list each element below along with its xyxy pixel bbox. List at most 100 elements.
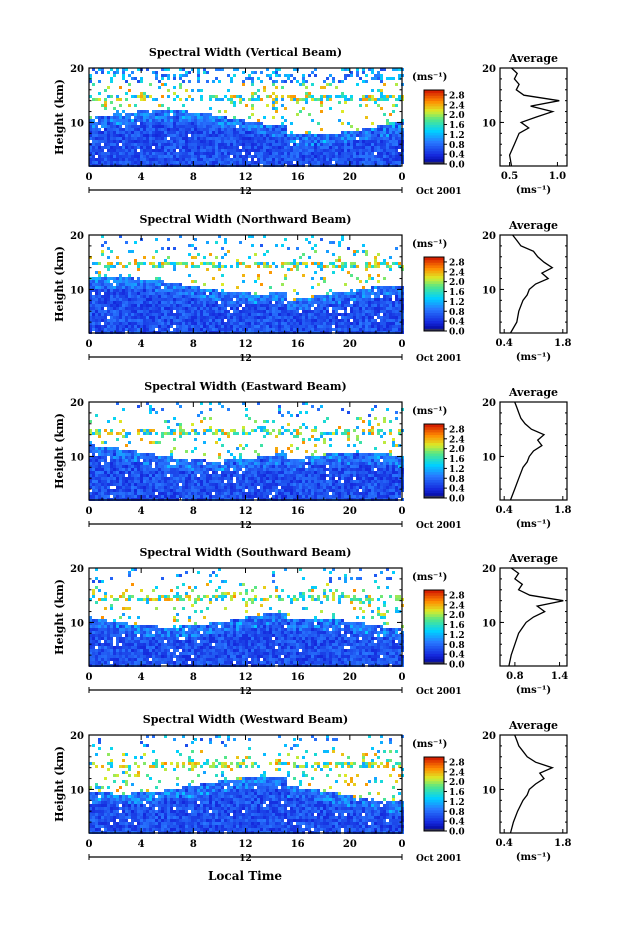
colorbar-swatch xyxy=(424,116,444,120)
colorbar-frame xyxy=(423,256,445,332)
colorbar-tick-label: 0.4 xyxy=(449,485,465,495)
colorbar-swatch xyxy=(424,772,444,776)
colorbar-tick-label: 2.4 xyxy=(449,101,465,111)
y-axis-label: Height (km) xyxy=(53,746,66,822)
colorbar-swatch xyxy=(424,492,444,496)
x-tick-label: 20 xyxy=(343,672,357,683)
profile-frame xyxy=(499,567,568,667)
date-bar-label: 12 xyxy=(239,187,252,197)
x-tick-label: 12 xyxy=(239,506,253,517)
colorbar-swatch xyxy=(424,299,444,303)
colorbar-swatch xyxy=(424,764,444,769)
date-label: Oct 2001 xyxy=(416,687,462,697)
colorbar-swatch xyxy=(424,468,444,473)
y-axis-label: Height (km) xyxy=(53,79,66,155)
colorbar-swatch xyxy=(424,490,444,494)
y-axis-label: Height (km) xyxy=(53,413,66,489)
colorbar-swatch xyxy=(424,825,444,829)
heatmap-cells xyxy=(89,568,404,667)
date-bar-label: 12 xyxy=(239,687,252,697)
colorbar-swatch xyxy=(424,280,444,284)
colorbar-swatch xyxy=(424,608,444,612)
colorbar-swatch xyxy=(424,786,444,790)
colorbar-tick-label: 2.4 xyxy=(449,768,465,778)
colorbar-tick-label: 1.2 xyxy=(449,798,465,808)
colorbar-swatch xyxy=(424,759,444,763)
colorbar-swatch xyxy=(424,767,444,771)
chart-panel-4: Spectral Width (Southward Beam) 10 20 Heigh… xyxy=(53,546,568,697)
colorbar-swatch xyxy=(424,286,444,290)
colorbar-swatch xyxy=(424,148,444,152)
x-tick-label: 0 xyxy=(399,172,406,183)
colorbar-swatch xyxy=(424,642,444,646)
date-label: Oct 2001 xyxy=(416,187,462,197)
colorbar-swatch xyxy=(424,113,444,117)
profile-x-tick-label: 1.8 xyxy=(554,505,571,516)
x-tick-label: 4 xyxy=(138,506,145,517)
colorbar-tick-label: 2.8 xyxy=(449,425,465,435)
colorbar-tick-label: 2.8 xyxy=(449,91,465,101)
colorbar-swatch xyxy=(424,445,444,449)
heatmap-cells xyxy=(89,68,404,167)
colorbar-swatch xyxy=(424,124,444,128)
colorbar-swatch xyxy=(424,455,444,459)
date-bar-label: 12 xyxy=(239,854,252,864)
colorbar-tick-label: 2.0 xyxy=(449,278,465,288)
profile-x-tick-label: 0.4 xyxy=(495,338,512,349)
colorbar-tick-label: 2.8 xyxy=(449,758,465,768)
colorbar-swatch xyxy=(424,442,444,446)
x-tick-label: 0 xyxy=(399,339,406,350)
colorbar-tick-label: 1.2 xyxy=(449,631,465,641)
y-tick-label: 20 xyxy=(70,231,84,242)
colorbar-swatch xyxy=(424,127,444,131)
colorbar-swatch xyxy=(424,262,444,266)
colorbar-swatch xyxy=(424,429,444,433)
x-tick-label: 4 xyxy=(138,339,145,350)
colorbar-swatch xyxy=(424,783,444,787)
x-tick-label: 0 xyxy=(399,672,406,683)
colorbar-swatch xyxy=(424,613,444,617)
heatmap-cells xyxy=(89,735,404,834)
profile-x-unit: (ms⁻¹) xyxy=(516,685,551,696)
colorbar-swatch xyxy=(424,264,444,269)
x-tick-label: 20 xyxy=(343,839,357,850)
profile-frame xyxy=(499,734,568,834)
colorbar-swatch xyxy=(424,778,444,782)
colorbar-tick-label: 0.0 xyxy=(449,828,465,838)
colorbar-swatch xyxy=(424,476,444,480)
colorbar-swatch xyxy=(424,325,444,329)
colorbar-swatch xyxy=(424,637,444,641)
colorbar-swatch xyxy=(424,482,444,486)
x-tick-label: 12 xyxy=(239,172,253,183)
profile-line xyxy=(508,567,564,667)
colorbar-tick-label: 0.8 xyxy=(449,641,465,651)
chart-panel-2: Spectral Width (Northward Beam) 10 20 Heigh… xyxy=(53,213,572,364)
chart-panel-1: Spectral Width (Vertical Beam) 10 20 Height… xyxy=(53,46,568,197)
colorbar-swatch xyxy=(424,259,444,263)
colorbar-swatch xyxy=(424,487,444,491)
colorbar-swatch xyxy=(424,137,444,141)
colorbar-swatch xyxy=(424,592,444,596)
colorbar-tick-label: 0.4 xyxy=(449,151,465,161)
colorbar-frame xyxy=(423,89,445,165)
colorbar-swatch xyxy=(424,653,444,657)
colorbar-swatch xyxy=(424,453,444,457)
colorbar-tick-label: 0.0 xyxy=(449,161,465,171)
colorbar-swatch xyxy=(424,629,444,633)
profile-title: Average xyxy=(508,52,558,65)
colorbar-frame xyxy=(423,423,445,499)
colorbar-tick-label: 0.4 xyxy=(449,818,465,828)
x-tick-label: 12 xyxy=(239,839,253,850)
colorbar-swatch xyxy=(424,312,444,316)
x-tick-label: 4 xyxy=(138,172,145,183)
colorbar-swatch xyxy=(424,296,444,300)
colorbar-swatch xyxy=(424,307,444,311)
colorbar-swatch xyxy=(424,757,444,761)
x-tick-label: 12 xyxy=(239,672,253,683)
profile-y-tick-label: 20 xyxy=(482,564,496,575)
profile-title: Average xyxy=(508,386,558,399)
colorbar-swatch xyxy=(424,817,444,821)
profile-frame xyxy=(499,401,568,501)
y-tick-label: 10 xyxy=(70,785,84,796)
colorbar-unit: (ms⁻¹) xyxy=(412,406,447,417)
